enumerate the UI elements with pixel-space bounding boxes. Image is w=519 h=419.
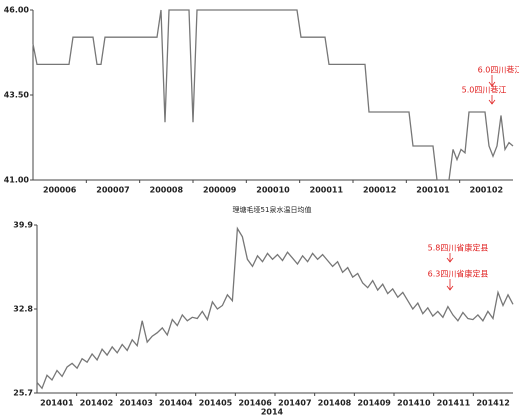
y-tick-label: 41.00 — [4, 176, 30, 185]
annotation-arrow — [446, 279, 454, 291]
x-tick-label: 201411 — [437, 399, 471, 408]
x-tick-label: 200009 — [203, 186, 237, 195]
y-tick-label: 25.7 — [13, 389, 33, 398]
annotation: 6.3四川省康定县 — [428, 269, 489, 279]
annotation: 5.8四川省康定县 — [428, 243, 489, 253]
x-tick-label: 201406 — [238, 399, 272, 408]
y-tick-label: 39.9 — [13, 221, 33, 230]
annotation-arrow — [446, 253, 454, 263]
x-tick-label: 201410 — [397, 399, 431, 408]
x-tick-label: 201408 — [318, 399, 352, 408]
x-tick-label: 201407 — [278, 399, 311, 408]
x-tick-label: 201402 — [80, 399, 113, 408]
x-tick-label: 201401 — [40, 399, 74, 408]
annotation-arrow — [488, 75, 496, 87]
x-tick-label: 201405 — [199, 399, 233, 408]
x-tick-label: 200010 — [256, 186, 290, 195]
x-tick-label: 201409 — [357, 399, 391, 408]
x-tick-label: 200011 — [310, 186, 344, 195]
annotation-arrow — [488, 95, 496, 105]
annotation: 6.0四川巷江 — [478, 66, 519, 75]
x-axis-label: 2014 — [261, 408, 284, 417]
y-tick-label: 32.8 — [13, 305, 33, 314]
x-tick-label: 200012 — [363, 186, 396, 195]
x-tick-label: 201403 — [119, 399, 152, 408]
annotation: 5.0四川巷江 — [462, 86, 507, 95]
x-tick-label: 200008 — [150, 186, 184, 195]
data-line — [36, 226, 514, 390]
y-tick-label: 46.00 — [4, 6, 30, 15]
x-tick-label: 200102 — [470, 186, 503, 195]
x-tick-label: 201404 — [159, 399, 193, 408]
x-tick-label: 200006 — [43, 186, 77, 195]
y-tick-label: 43.50 — [4, 91, 30, 100]
data-line — [32, 9, 514, 181]
x-tick-label: 201412 — [476, 399, 509, 408]
chart-title: 理塘毛垭51泉水温日均值 — [233, 205, 312, 214]
x-tick-label: 200007 — [96, 186, 129, 195]
x-tick-label: 200101 — [416, 186, 450, 195]
